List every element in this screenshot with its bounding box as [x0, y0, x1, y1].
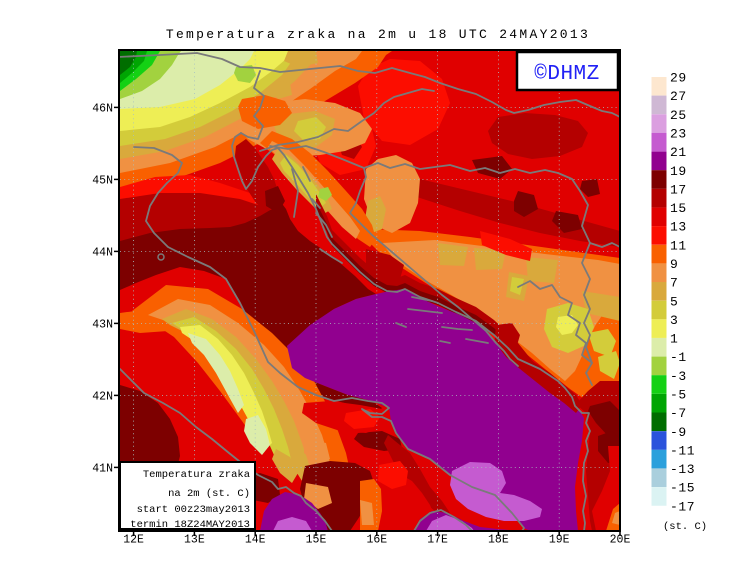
- svg-text:21: 21: [670, 145, 687, 160]
- svg-text:-17: -17: [670, 499, 695, 514]
- svg-text:46N: 46N: [92, 102, 113, 115]
- svg-text:11: 11: [670, 238, 687, 253]
- svg-text:7: 7: [670, 276, 678, 291]
- svg-text:14E: 14E: [245, 534, 266, 547]
- svg-text:Temperatura zraka na 2m u 18 U: Temperatura zraka na 2m u 18 UTC 24MAY20…: [166, 27, 590, 42]
- svg-text:16E: 16E: [366, 534, 387, 547]
- svg-text:15: 15: [670, 201, 687, 216]
- svg-text:-13: -13: [670, 462, 695, 477]
- svg-text:1: 1: [670, 332, 678, 347]
- svg-text:19E: 19E: [549, 534, 570, 547]
- svg-text:-15: -15: [670, 481, 695, 496]
- svg-text:15E: 15E: [306, 534, 327, 547]
- svg-text:na 2m (st. C): na 2m (st. C): [168, 488, 250, 500]
- svg-text:25: 25: [670, 108, 687, 123]
- svg-text:5: 5: [670, 294, 678, 309]
- svg-text:41N: 41N: [92, 462, 113, 475]
- svg-text:29: 29: [670, 71, 687, 86]
- svg-text:42N: 42N: [92, 390, 113, 403]
- svg-text:17: 17: [670, 182, 687, 197]
- svg-text:start 00z23may2013: start 00z23may2013: [137, 504, 250, 516]
- svg-text:12E: 12E: [123, 534, 144, 547]
- svg-text:-11: -11: [670, 443, 695, 458]
- svg-text:termin 18Z24MAY2013: termin 18Z24MAY2013: [130, 519, 250, 531]
- svg-text:19: 19: [670, 164, 687, 179]
- svg-text:45N: 45N: [92, 174, 113, 187]
- svg-text:44N: 44N: [92, 246, 113, 259]
- svg-text:-7: -7: [670, 406, 687, 421]
- svg-text:43N: 43N: [92, 318, 113, 331]
- svg-text:-3: -3: [670, 369, 687, 384]
- svg-text:27: 27: [670, 89, 687, 104]
- svg-text:13E: 13E: [184, 534, 205, 547]
- svg-text:(st. C): (st. C): [663, 521, 707, 533]
- svg-text:-1: -1: [670, 350, 687, 365]
- svg-text:3: 3: [670, 313, 678, 328]
- svg-text:©DHMZ: ©DHMZ: [534, 63, 600, 86]
- svg-text:9: 9: [670, 257, 678, 272]
- svg-text:-5: -5: [670, 388, 687, 403]
- svg-text:13: 13: [670, 220, 687, 235]
- svg-text:20E: 20E: [610, 534, 631, 547]
- svg-text:17E: 17E: [427, 534, 448, 547]
- svg-text:18E: 18E: [488, 534, 509, 547]
- svg-text:23: 23: [670, 127, 687, 142]
- svg-text:-9: -9: [670, 425, 687, 440]
- svg-text:Temperatura zraka: Temperatura zraka: [143, 469, 250, 481]
